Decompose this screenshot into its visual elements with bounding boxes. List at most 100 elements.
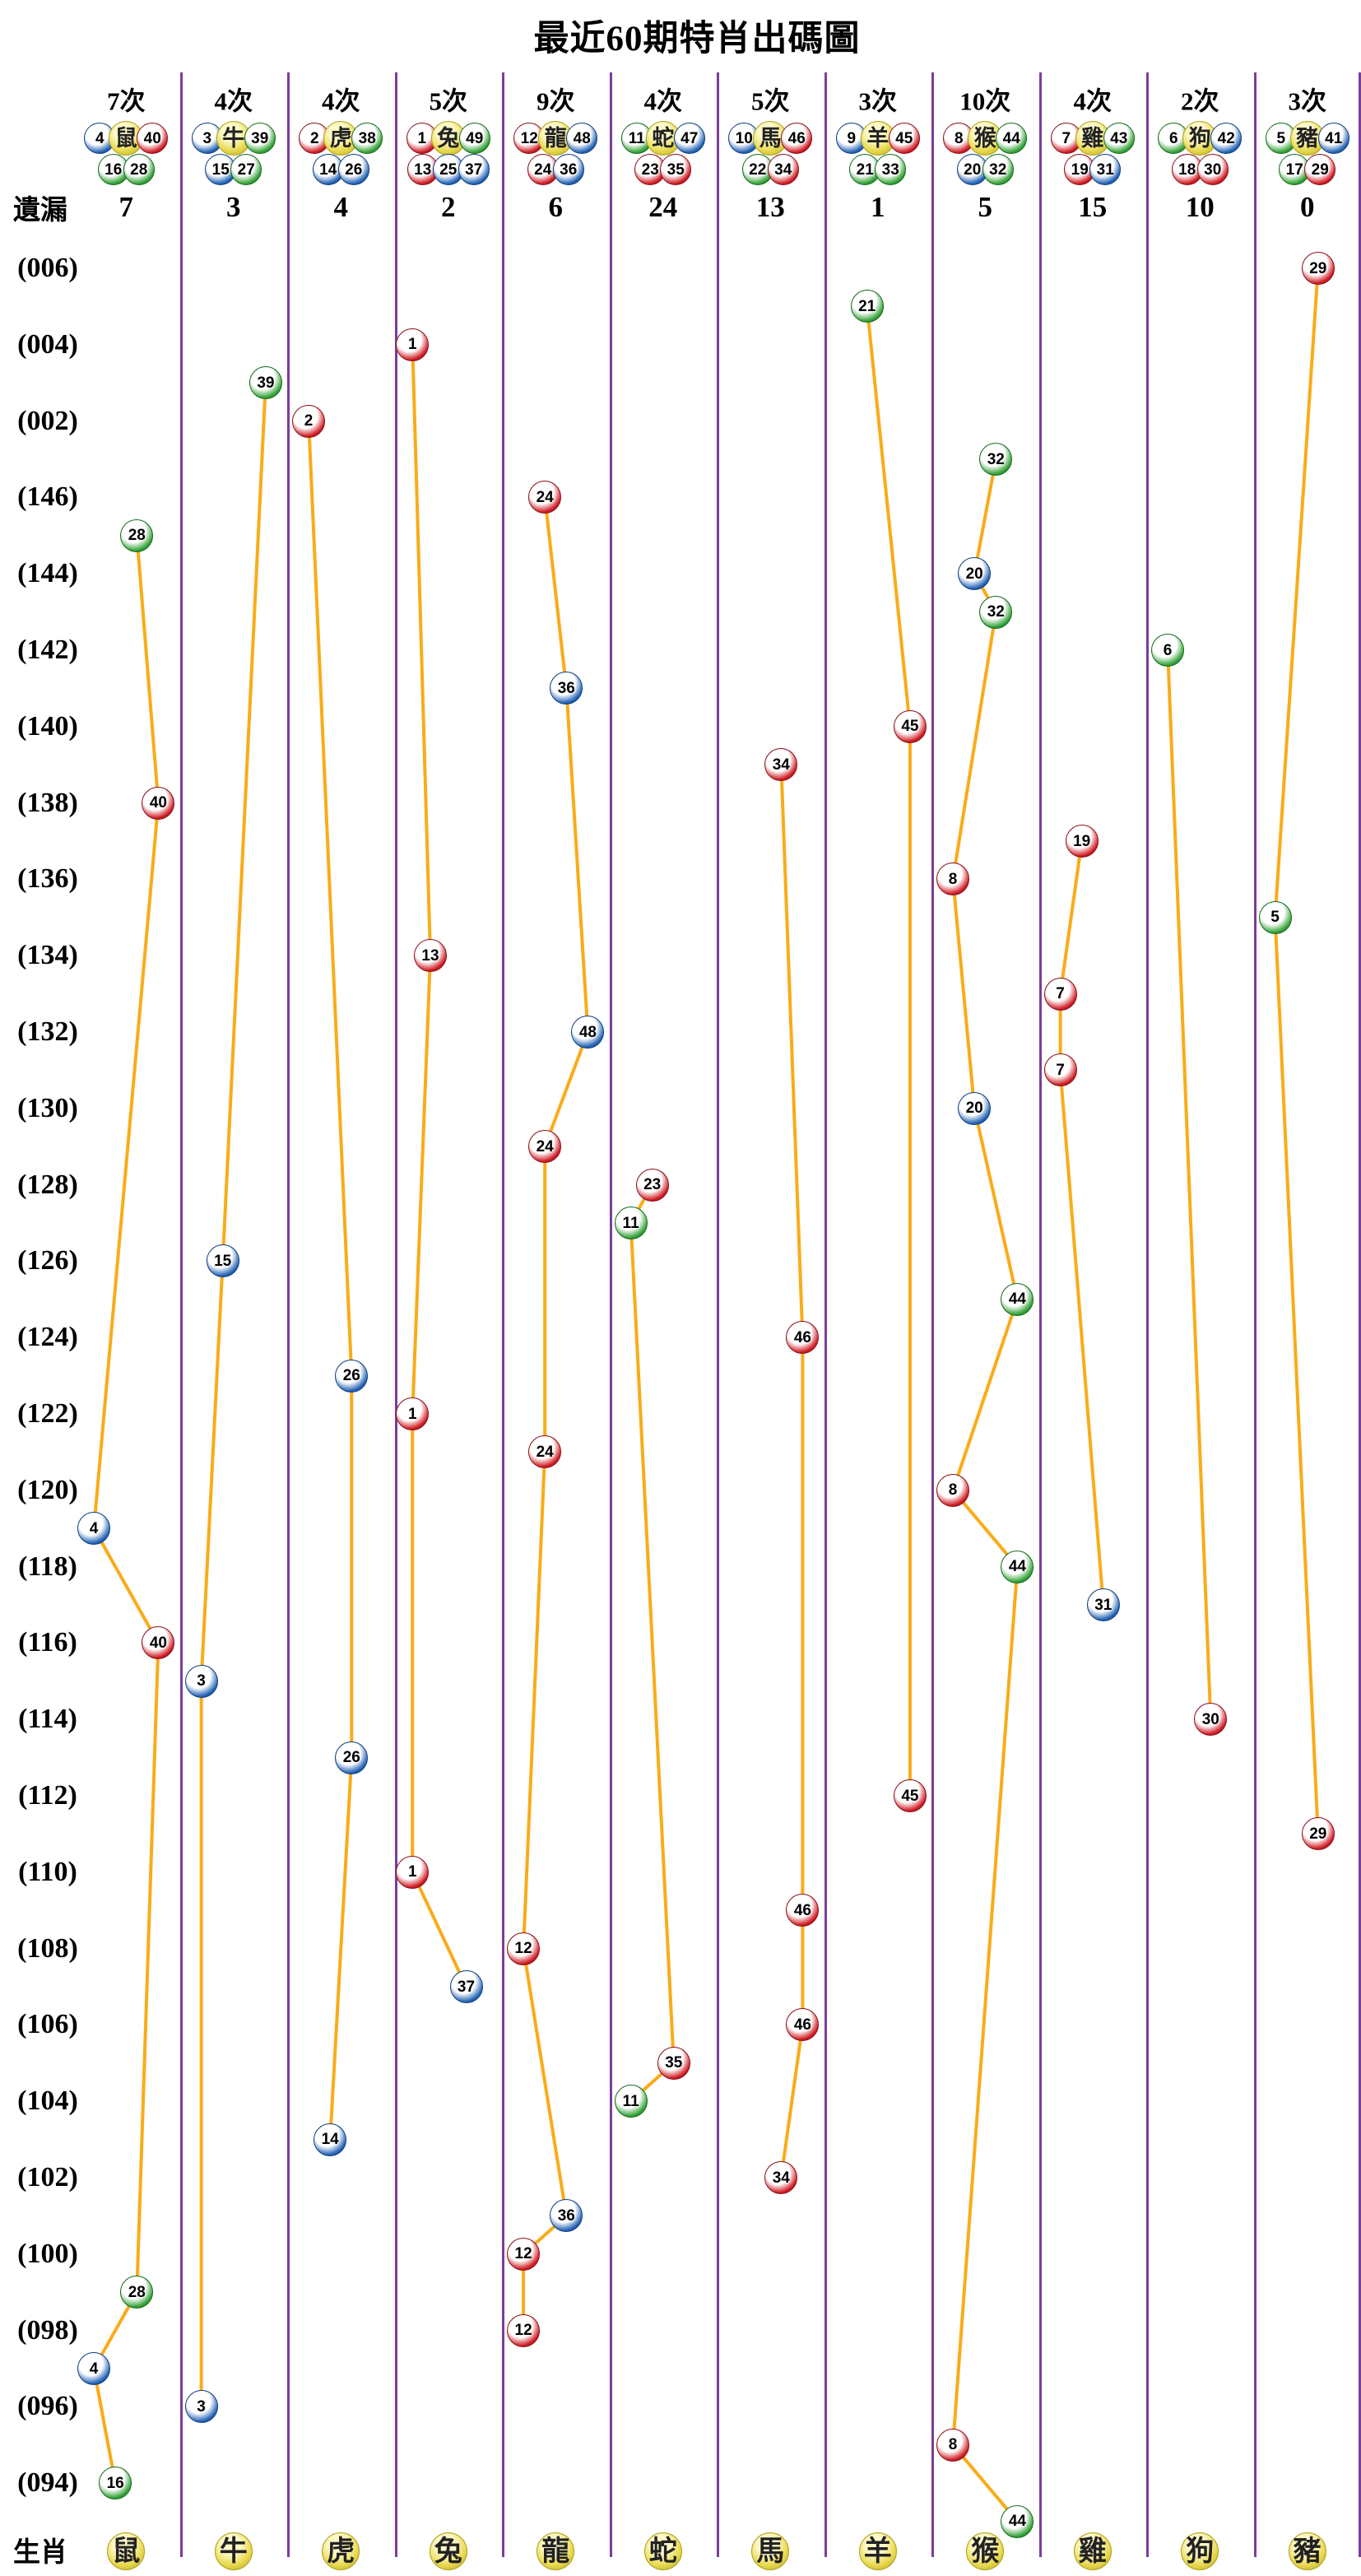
missing-value-牛: 3 <box>226 191 241 223</box>
draw-ball-text: 31 <box>1094 1596 1112 1614</box>
period-label: (106) <box>17 2009 78 2040</box>
period-label: (100) <box>17 2238 78 2269</box>
column-times-蛇: 4次 <box>643 86 683 116</box>
draw-ball-text: 34 <box>772 756 790 774</box>
zodiac-footer-ball: 豬 <box>1288 2532 1326 2570</box>
draw-ball-text: 40 <box>149 794 167 812</box>
draw-ball-text: 20 <box>965 565 983 583</box>
draw-ball: 20 <box>958 1091 992 1125</box>
header-ball: 47 <box>673 123 705 154</box>
draw-ball: 37 <box>449 1970 483 2003</box>
header-ball: 44 <box>996 123 1028 154</box>
draw-ball-text: 28 <box>128 527 146 545</box>
draw-ball: 23 <box>635 1168 669 1202</box>
header-ball: 49 <box>458 123 490 154</box>
zodiac-row-label: 生肖 <box>13 2538 67 2568</box>
header-ball-text: 34 <box>774 160 792 179</box>
draw-ball: 7 <box>1043 1053 1077 1087</box>
missing-row-label: 遺漏 <box>13 196 67 226</box>
draw-ball-text: 35 <box>665 2054 683 2072</box>
draw-ball-text: 1 <box>407 1863 417 1881</box>
header-ball: 42 <box>1210 123 1243 154</box>
period-label: (104) <box>17 2085 78 2117</box>
column-times-豬: 3次 <box>1288 86 1327 116</box>
header-ball-text: 43 <box>1110 129 1128 147</box>
header-ball-text: 6 <box>1168 129 1178 147</box>
draw-ball: 44 <box>1001 2504 1034 2538</box>
draw-ball: 16 <box>99 2467 132 2500</box>
header-ball-text: 26 <box>345 160 363 179</box>
draw-ball-text: 4 <box>89 1519 99 1537</box>
period-label: (096) <box>17 2391 78 2422</box>
trend-line-狗 <box>1166 649 1213 1720</box>
draw-ball: 12 <box>507 2313 541 2347</box>
header-ball-text: 46 <box>787 129 806 147</box>
missing-value-猴: 5 <box>978 191 993 223</box>
draw-ball-text: 1 <box>407 336 417 354</box>
header-ball: 22 <box>741 154 773 185</box>
draw-ball-text: 6 <box>1163 641 1173 659</box>
draw-ball-text: 15 <box>214 1252 232 1270</box>
period-label: (114) <box>18 1704 77 1735</box>
header-ball-text: 2 <box>309 129 319 147</box>
header-ball: 13 <box>406 154 439 185</box>
draw-ball: 11 <box>614 2085 648 2118</box>
header-ball: 2 <box>299 123 331 154</box>
zodiac-header-ball: 馬 <box>753 121 788 156</box>
draw-ball-text: 45 <box>901 718 919 736</box>
draw-ball-text: 8 <box>948 1481 958 1500</box>
draw-ball: 8 <box>936 863 970 896</box>
header-ball-text: 35 <box>667 160 685 179</box>
trend-line-猴 <box>951 458 1020 2523</box>
header-ball-text: 7 <box>1061 129 1071 147</box>
draw-ball-text: 24 <box>536 1137 554 1155</box>
column-times-猴: 10次 <box>959 86 1011 116</box>
header-ball-text: 31 <box>1096 160 1114 179</box>
column-times-狗: 2次 <box>1181 86 1219 116</box>
zodiac-header-ball: 猴 <box>968 121 1003 156</box>
header-ball: 28 <box>123 154 155 185</box>
column-separator <box>502 72 504 2557</box>
period-label: (144) <box>17 558 78 589</box>
period-label: (134) <box>17 940 78 971</box>
header-ball-text: 40 <box>143 129 161 147</box>
draw-ball-text: 8 <box>948 870 958 888</box>
header-ball: 34 <box>767 154 799 185</box>
header-ball: 32 <box>982 154 1014 185</box>
period-label: (136) <box>17 863 78 895</box>
draw-ball: 45 <box>893 709 927 743</box>
draw-ball: 28 <box>120 518 154 552</box>
header-ball-text: 32 <box>989 160 1007 179</box>
header-ball-text: 45 <box>895 129 913 147</box>
zodiac-footer-ball: 狗 <box>1181 2532 1219 2570</box>
header-ball-text: 28 <box>130 160 148 179</box>
draw-ball: 45 <box>893 1779 927 1812</box>
zodiac-header-ball-text: 虎 <box>329 125 352 151</box>
period-label: (132) <box>17 1016 78 1047</box>
column-separator <box>824 72 827 2557</box>
draw-ball: 28 <box>120 2276 154 2309</box>
draw-ball: 32 <box>979 595 1013 629</box>
zodiac-header-ball: 狗 <box>1182 121 1218 156</box>
zodiac-footer-ball: 馬 <box>751 2532 790 2570</box>
header-ball-text: 12 <box>520 129 538 147</box>
draw-ball-text: 29 <box>1309 1825 1327 1843</box>
draw-ball: 14 <box>314 2123 347 2156</box>
period-label: (122) <box>17 1398 78 1429</box>
period-label: (002) <box>17 405 78 436</box>
header-ball: 36 <box>552 154 584 185</box>
header-ball-text: 20 <box>964 160 982 179</box>
period-label: (004) <box>17 328 78 360</box>
header-ball: 43 <box>1103 123 1135 154</box>
period-label: (124) <box>17 1322 78 1353</box>
header-ball-text: 48 <box>573 129 591 147</box>
draw-ball: 19 <box>1065 825 1099 858</box>
header-ball: 48 <box>566 123 598 154</box>
draw-ball-text: 12 <box>514 1940 532 1958</box>
zodiac-header-ball-text: 馬 <box>759 125 782 151</box>
header-ball-text: 19 <box>1071 160 1089 179</box>
zodiac-footer-ball-text: 狗 <box>1186 2536 1215 2567</box>
draw-ball: 24 <box>528 1130 562 1164</box>
header-ball-text: 30 <box>1204 160 1222 179</box>
header-ball-text: 38 <box>358 129 376 147</box>
